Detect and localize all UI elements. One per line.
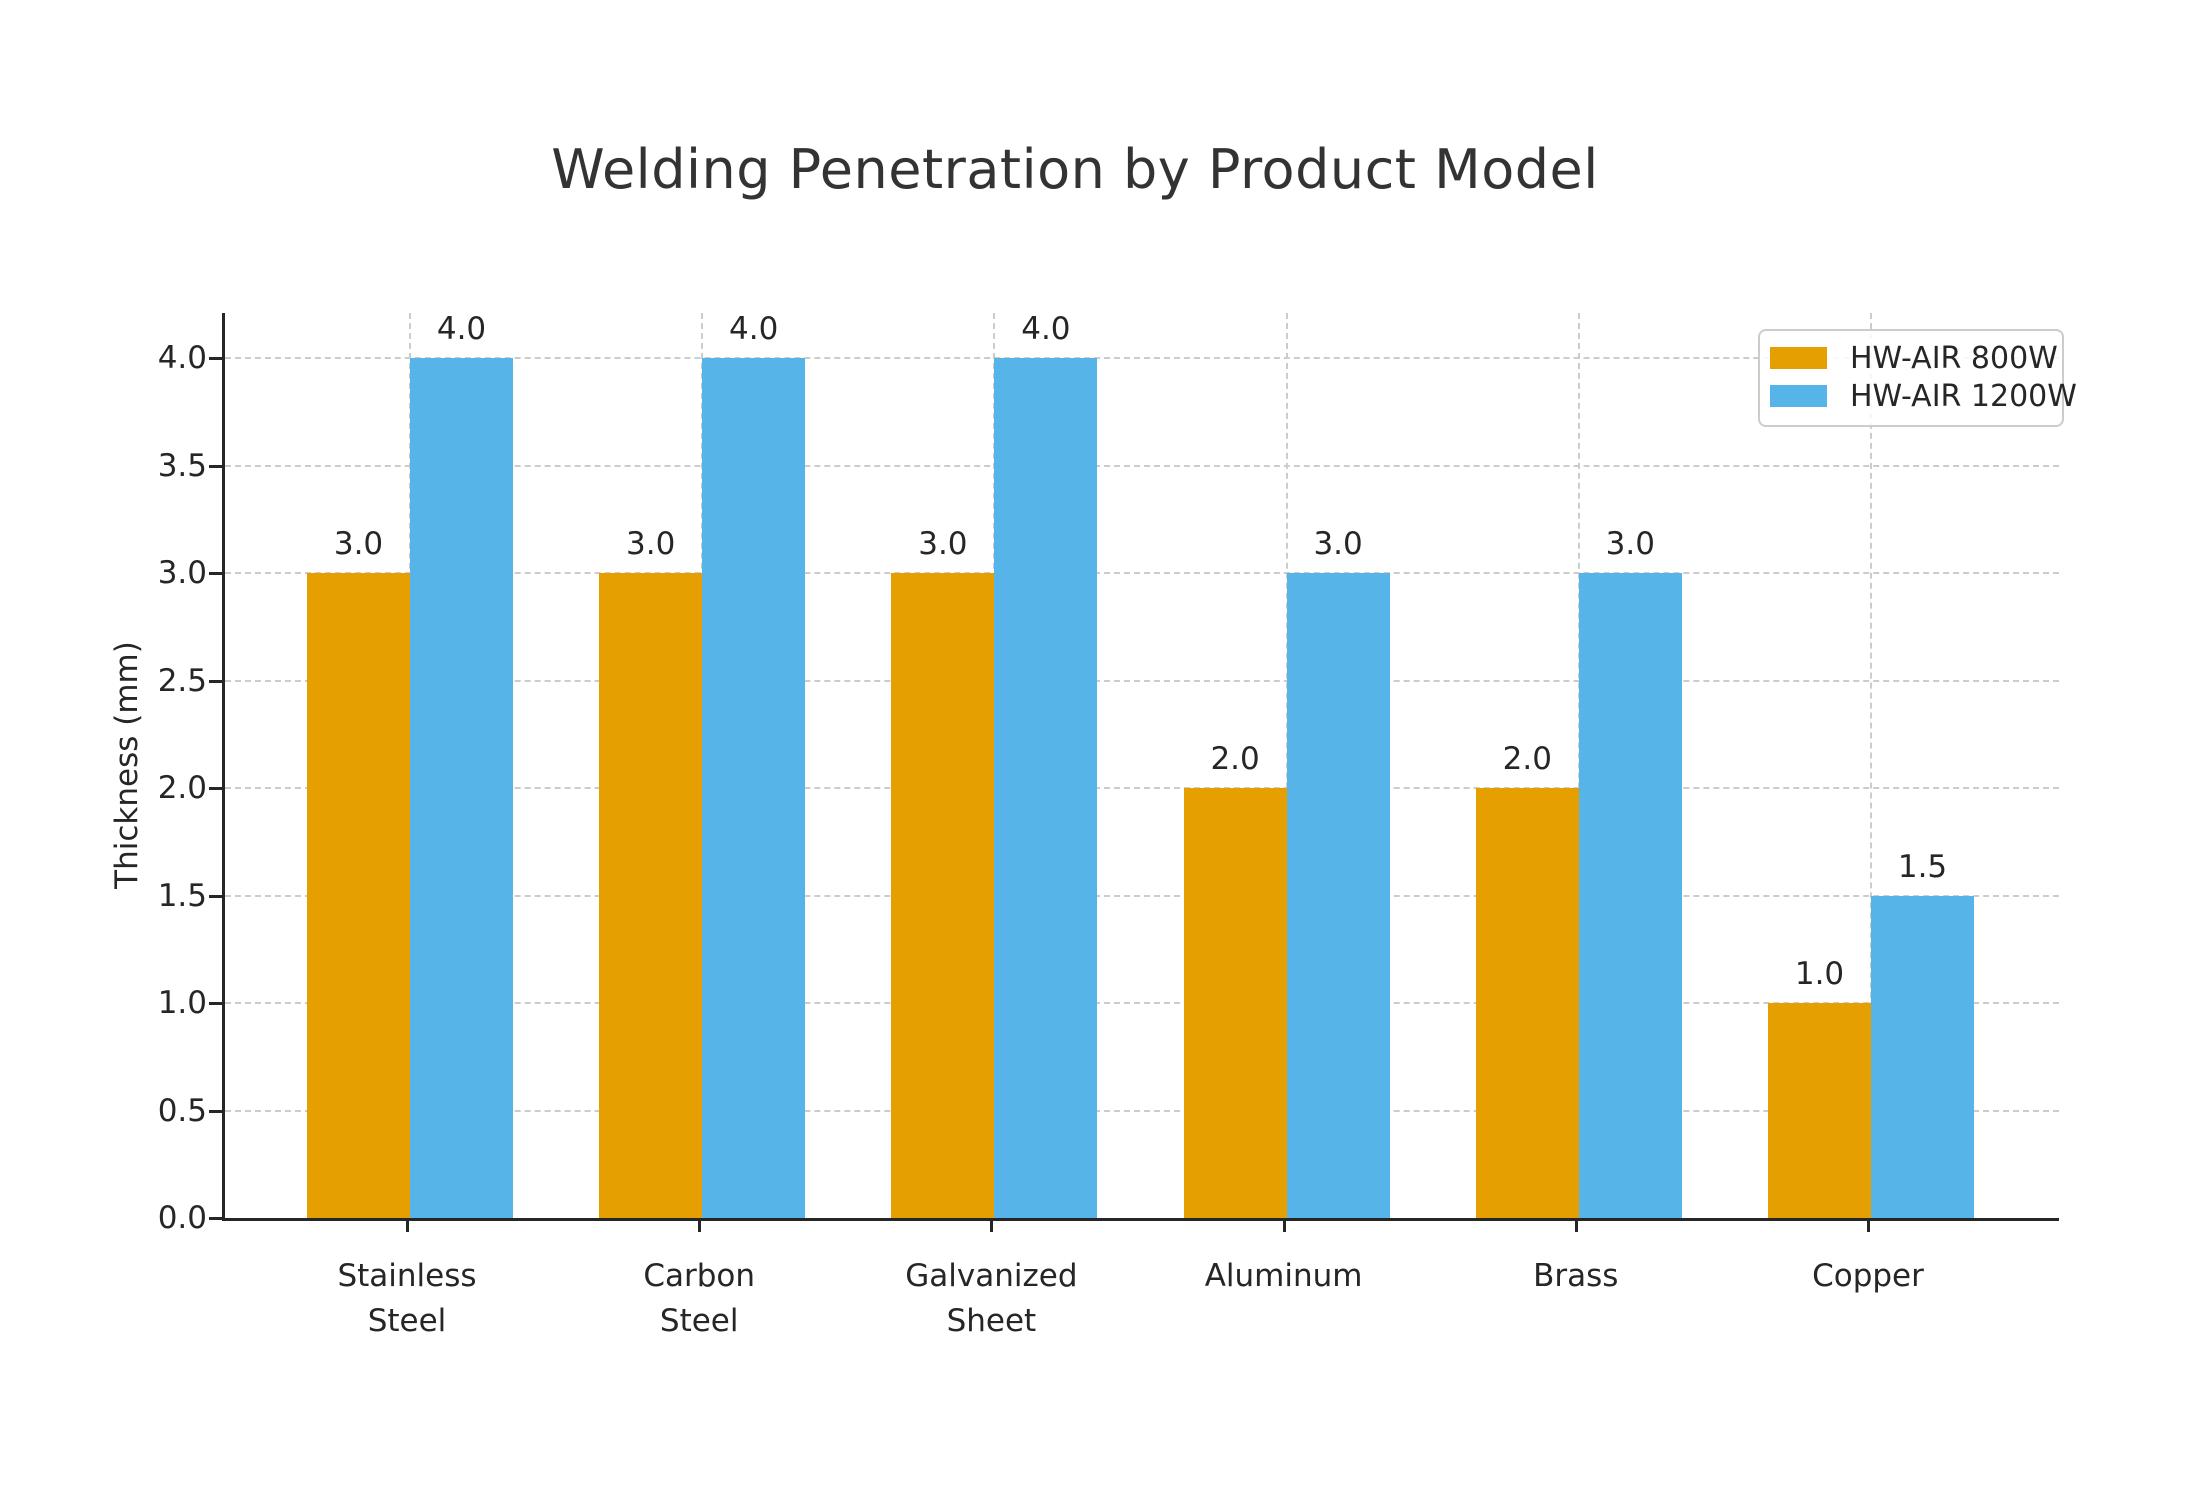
- bar-series-0: [1768, 1003, 1871, 1218]
- bar-series-1: [702, 358, 806, 1218]
- x-axis-tick: [406, 1221, 409, 1232]
- bar-series-1: [994, 358, 1098, 1218]
- bar-value-label: 1.0: [1794, 956, 1845, 993]
- legend-item: HW-AIR 800W: [1760, 339, 2062, 377]
- legend: HW-AIR 800W HW-AIR 1200W: [1758, 329, 2077, 427]
- gridline-horizontal: [225, 572, 2059, 575]
- bar-value-label: 2.0: [1502, 741, 1552, 778]
- bar-series-1: [1286, 573, 1390, 1218]
- gridline-horizontal: [225, 1002, 2059, 1005]
- gridline-horizontal: [225, 787, 2059, 790]
- legend-swatch-series-1: [1770, 385, 1827, 407]
- bar-series-1: [1578, 573, 1682, 1218]
- y-axis-tick: [209, 1109, 222, 1113]
- chart-title: Welding Penetration by Product Model: [551, 138, 1599, 201]
- x-axis-tick: [1282, 1221, 1286, 1232]
- y-axis-tick: [209, 464, 222, 468]
- gridline-horizontal: [225, 679, 2059, 682]
- x-tick-label: Stainless Steel: [337, 1258, 477, 1339]
- bar-value-label: 2.0: [1210, 741, 1260, 778]
- bar-series-0: [599, 573, 703, 1218]
- bar-series-0: [891, 573, 995, 1218]
- gridline-horizontal: [225, 357, 2059, 360]
- x-tick-label: Galvanized Sheet: [905, 1258, 1078, 1339]
- bar-value-label: 3.0: [626, 526, 676, 563]
- legend-swatch-series-0: [1770, 347, 1827, 369]
- legend-item: HW-AIR 1200W: [1760, 377, 2077, 415]
- y-tick-label: 4.0: [157, 340, 207, 377]
- y-tick-label: 2.0: [157, 770, 207, 807]
- plot-area: 3.0 3.0 3.0 2.0 2.0 1.0 4.0 4.0 4.0 3.0 3.0 1.5: [222, 311, 2059, 1221]
- y-tick-label: 2.5: [157, 662, 207, 699]
- legend-label: HW-AIR 1200W: [1850, 378, 2077, 414]
- gridline-horizontal: [225, 1109, 2059, 1112]
- bar-value-label: 3.0: [1605, 526, 1655, 563]
- bar-series-0: [307, 573, 410, 1218]
- x-tick-label: Aluminum: [1204, 1258, 1363, 1294]
- x-axis-tick: [698, 1221, 702, 1232]
- y-axis-tick: [209, 787, 222, 791]
- x-axis-tick: [990, 1221, 994, 1232]
- y-tick-label: 3.0: [157, 555, 207, 592]
- bar-value-label: 4.0: [1021, 311, 1071, 348]
- y-tick-label: 1.0: [157, 985, 207, 1022]
- x-axis-tick: [1574, 1221, 1578, 1232]
- gridline-horizontal: [225, 894, 2059, 897]
- legend-label: HW-AIR 800W: [1850, 340, 2058, 376]
- gridline-horizontal: [225, 464, 2059, 467]
- bar-value-label: 3.0: [918, 526, 968, 563]
- bar-value-label: 3.0: [333, 526, 384, 563]
- gridline-vertical: [1870, 313, 1872, 1218]
- y-tick-label: 3.5: [157, 447, 207, 484]
- y-tick-label: 0.5: [157, 1092, 207, 1129]
- bar-value-label: 4.0: [436, 311, 487, 348]
- x-axis-tick: [1867, 1221, 1870, 1232]
- x-tick-label: Carbon Steel: [643, 1258, 756, 1339]
- y-axis-tick: [209, 1217, 222, 1220]
- y-axis-tick: [209, 357, 222, 361]
- y-axis-tick: [209, 679, 222, 683]
- bar-value-label: 4.0: [729, 311, 779, 348]
- bar-value-label: 3.0: [1313, 526, 1363, 563]
- y-axis-tick: [209, 894, 222, 898]
- bar-series-1: [410, 358, 513, 1218]
- y-axis-tick: [209, 1002, 222, 1006]
- y-tick-label: 0.0: [157, 1200, 207, 1236]
- bar-series-0: [1183, 788, 1287, 1218]
- bar-series-1: [1871, 895, 1974, 1218]
- bar-value-label: 1.5: [1897, 848, 1948, 885]
- bar-series-0: [1475, 788, 1579, 1218]
- x-tick-label: Brass: [1533, 1258, 1619, 1294]
- y-axis-tick: [209, 572, 222, 576]
- y-tick-label: 1.5: [157, 877, 207, 914]
- x-tick-label: Copper: [1812, 1258, 1924, 1294]
